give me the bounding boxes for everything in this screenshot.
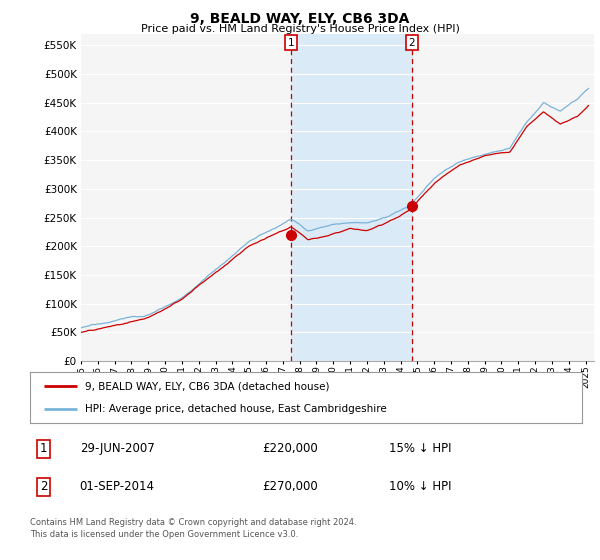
Text: 1: 1: [40, 442, 47, 455]
Text: 2: 2: [409, 38, 415, 48]
Text: 9, BEALD WAY, ELY, CB6 3DA: 9, BEALD WAY, ELY, CB6 3DA: [190, 12, 410, 26]
Text: Contains HM Land Registry data © Crown copyright and database right 2024.
This d: Contains HM Land Registry data © Crown c…: [30, 518, 356, 539]
Text: 1: 1: [288, 38, 295, 48]
Text: 2: 2: [40, 480, 47, 493]
Text: 9, BEALD WAY, ELY, CB6 3DA (detached house): 9, BEALD WAY, ELY, CB6 3DA (detached hou…: [85, 381, 330, 391]
Text: £220,000: £220,000: [262, 442, 317, 455]
Text: 29-JUN-2007: 29-JUN-2007: [80, 442, 154, 455]
Text: £270,000: £270,000: [262, 480, 317, 493]
Text: HPI: Average price, detached house, East Cambridgeshire: HPI: Average price, detached house, East…: [85, 404, 387, 414]
Text: Price paid vs. HM Land Registry's House Price Index (HPI): Price paid vs. HM Land Registry's House …: [140, 24, 460, 34]
Text: 15% ↓ HPI: 15% ↓ HPI: [389, 442, 451, 455]
Text: 10% ↓ HPI: 10% ↓ HPI: [389, 480, 451, 493]
Text: 01-SEP-2014: 01-SEP-2014: [80, 480, 155, 493]
Bar: [291, 34, 412, 361]
